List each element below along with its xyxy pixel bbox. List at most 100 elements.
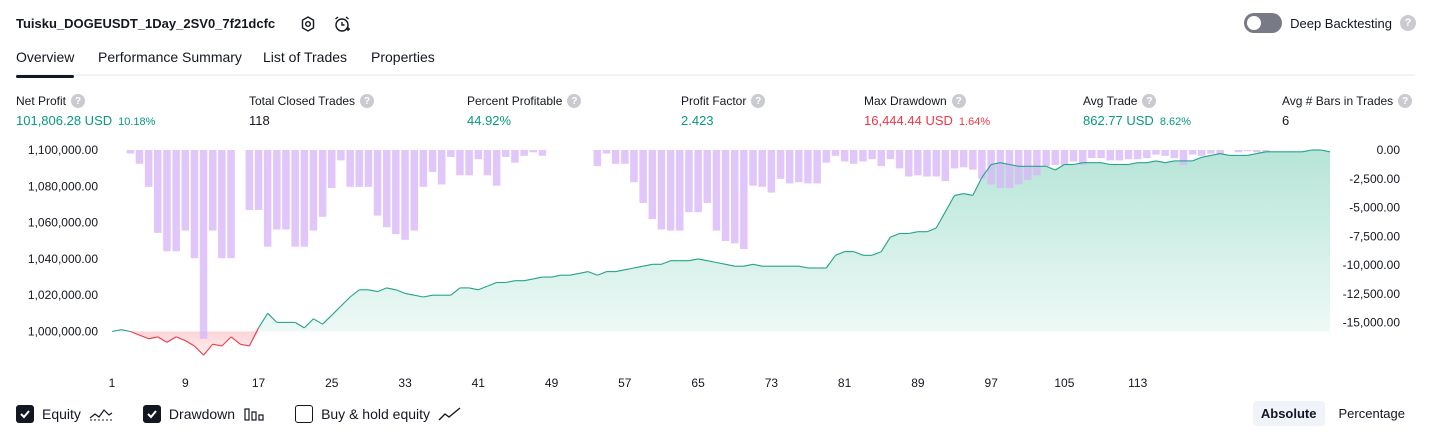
- equity-line-segment: [963, 193, 973, 196]
- legend-drawdown-toggle[interactable]: Drawdown: [142, 405, 265, 423]
- drawdown-bar: [1033, 150, 1041, 176]
- help-icon[interactable]: ?: [1400, 15, 1416, 31]
- equity-line-segment: [569, 272, 580, 276]
- tab-performance-summary[interactable]: Performance Summary: [98, 49, 242, 65]
- drawdown-bar: [538, 150, 547, 156]
- percentage-mode-button[interactable]: Percentage: [1338, 406, 1406, 421]
- info-icon[interactable]: ?: [1398, 94, 1413, 108]
- x-axis-tick: 9: [182, 376, 189, 390]
- equity-line-segment: [743, 263, 754, 267]
- right-axis-tick: -5,000.00: [1349, 201, 1400, 215]
- chart-legend: Equity Drawdown Buy & hold equity: [16, 403, 492, 425]
- info-icon[interactable]: ?: [951, 94, 966, 108]
- stat-total-closed-trades: Total Closed Trades? 118: [249, 92, 375, 128]
- stat-label: Avg # Bars in Trades: [1282, 94, 1394, 108]
- drawdown-bar: [676, 150, 684, 231]
- stat-value: 862.77 USD: [1083, 113, 1154, 128]
- x-axis-tick: 33: [398, 376, 412, 390]
- drawdown-bar: [740, 150, 748, 249]
- alarm-clock-add-icon[interactable]: [332, 14, 352, 34]
- stat-net-profit: Net Profit? 101,806.28 USD 10.18%: [16, 92, 155, 128]
- equity-line-segment: [523, 278, 534, 282]
- info-icon[interactable]: ?: [751, 94, 766, 108]
- drawdown-bar: [511, 150, 519, 163]
- report-header: Tuisku_DOGEUSDT_1Day_2SV0_7f21dcfc Deep …: [16, 10, 1416, 38]
- drawdown-bar: [465, 150, 473, 176]
- equity-line-segment: [1073, 162, 1083, 166]
- x-axis-tick: 81: [838, 376, 852, 390]
- equity-line-segment: [1055, 164, 1065, 171]
- equity-line-segment: [377, 287, 387, 293]
- equity-line-segment: [230, 336, 241, 345]
- x-axis-tick: 57: [618, 376, 632, 390]
- drawdown-bar: [657, 150, 666, 230]
- drawdown-bar: [593, 150, 602, 167]
- right-axis-tick: -15,000.00: [1343, 316, 1401, 330]
- drawdown-bar: [282, 150, 290, 230]
- info-icon[interactable]: ?: [1142, 94, 1157, 108]
- drawdown-bar: [392, 150, 400, 235]
- drawdown-bar: [941, 150, 950, 182]
- equity-line-segment: [386, 287, 397, 291]
- info-icon[interactable]: ?: [360, 94, 375, 108]
- equity-line-segment: [1165, 160, 1175, 164]
- equity-line-segment: [395, 289, 406, 294]
- drawdown-bar: [529, 150, 537, 153]
- equity-line-segment: [1192, 156, 1203, 162]
- x-axis-tick: 1: [109, 376, 116, 390]
- equity-line-segment: [981, 164, 992, 178]
- legend-buy-hold-toggle[interactable]: Buy & hold equity: [295, 405, 462, 423]
- equity-line-segment: [505, 280, 516, 284]
- drawdown-bar: [383, 150, 391, 228]
- tab-overview[interactable]: Overview: [16, 49, 75, 78]
- checkbox-checked-icon[interactable]: [142, 405, 161, 423]
- equity-drawdown-chart[interactable]: 1,100,000.00 1,080,000.00 1,060,000.00 1,04…: [0, 138, 1431, 396]
- stat-label: Percent Profitable: [467, 94, 563, 108]
- equity-line-segment: [331, 305, 342, 316]
- x-axis-tick: 25: [325, 376, 339, 390]
- equity-line-segment: [587, 271, 598, 276]
- drawdown-bar: [1170, 150, 1179, 159]
- deep-backtesting-label: Deep Backtesting: [1290, 15, 1392, 31]
- drawdown-bar: [135, 150, 144, 164]
- checkbox-unchecked-icon[interactable]: [295, 405, 314, 423]
- info-icon[interactable]: ?: [71, 94, 86, 108]
- info-icon[interactable]: ?: [567, 94, 582, 108]
- drawdown-bar: [1234, 150, 1243, 153]
- x-axis-tick: 113: [1128, 376, 1147, 390]
- stat-value: 101,806.28 USD: [16, 113, 113, 128]
- equity-line-segment: [212, 343, 223, 347]
- equity-line-segment: [404, 292, 415, 296]
- drawdown-bar: [1051, 150, 1059, 165]
- left-axis-tick: 1,100,000.00: [28, 143, 98, 157]
- equity-line-segment: [1128, 162, 1138, 166]
- equity-line-segment: [130, 330, 140, 336]
- drawdown-bar: [630, 150, 638, 183]
- drawdown-bar: [300, 150, 309, 247]
- left-axis-tick: 1,060,000.00: [28, 216, 98, 230]
- equity-line-segment: [1320, 149, 1331, 153]
- drawdown-bar: [483, 150, 492, 176]
- drawdown-bar: [1024, 150, 1032, 180]
- equity-line-segment: [469, 287, 479, 291]
- absolute-mode-button[interactable]: Absolute: [1252, 401, 1325, 426]
- equity-line-segment: [835, 251, 845, 256]
- stat-value: 118: [249, 113, 270, 128]
- equity-line-segment: [725, 263, 735, 267]
- equity-line-segment: [258, 313, 269, 329]
- equity-line-segment: [267, 312, 278, 323]
- tab-properties[interactable]: Properties: [371, 49, 435, 65]
- drawdown-bar: [868, 150, 876, 160]
- checkbox-checked-icon[interactable]: [16, 405, 34, 423]
- drawdown-bar: [813, 150, 821, 184]
- settings-gear-icon[interactable]: [298, 14, 318, 34]
- legend-equity-toggle[interactable]: Equity: [16, 405, 113, 423]
- deep-backtesting-toggle[interactable]: [1244, 13, 1283, 33]
- drawdown-bar: [1152, 150, 1160, 155]
- equity-line-segment: [1000, 162, 1010, 166]
- drawdown-bar: [154, 150, 162, 233]
- drawdown-bar: [428, 150, 437, 172]
- drawdown-bar: [1069, 150, 1078, 162]
- tab-list-of-trades[interactable]: List of Trades: [263, 49, 348, 65]
- drawdown-bar: [364, 150, 373, 187]
